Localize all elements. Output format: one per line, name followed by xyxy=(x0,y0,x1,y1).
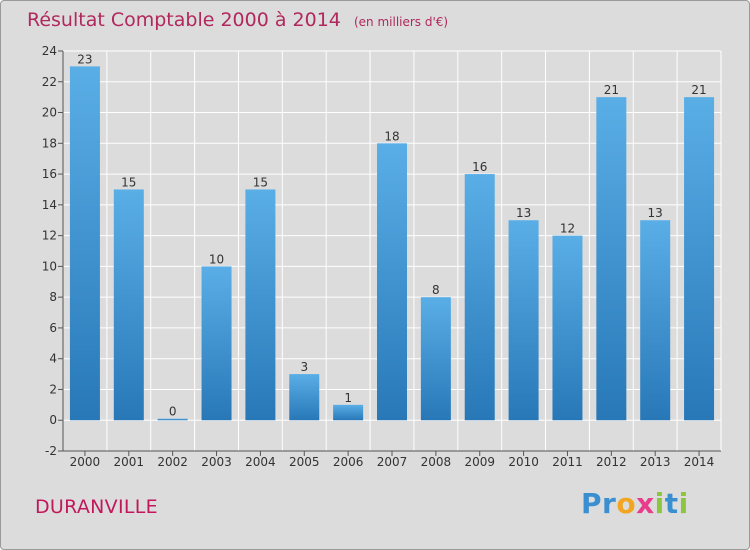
y-tick-label: 6 xyxy=(49,321,57,335)
bars xyxy=(69,66,715,421)
data-label-2011: 12 xyxy=(560,222,575,236)
bar-2002 xyxy=(157,418,188,421)
x-tick-label-2009: 2009 xyxy=(464,455,495,469)
chart-title: Résultat Comptable 2000 à 2014 xyxy=(27,9,341,31)
logo-letter: r xyxy=(602,487,617,520)
logo-letter: i xyxy=(678,487,689,520)
data-label-2003: 10 xyxy=(209,252,224,266)
data-label-2012: 21 xyxy=(604,83,619,97)
x-tick-label-2006: 2006 xyxy=(333,455,364,469)
x-tick-label-2007: 2007 xyxy=(377,455,408,469)
bar-2013 xyxy=(640,220,671,421)
data-label-2006: 1 xyxy=(344,391,352,405)
logo-letter: x xyxy=(636,487,655,520)
y-tick-label: -2 xyxy=(45,444,57,458)
chart-title-block: Résultat Comptable 2000 à 2014 (en milli… xyxy=(27,9,448,31)
y-tick-label: 22 xyxy=(42,75,57,89)
x-tick-label-2012: 2012 xyxy=(596,455,627,469)
bar-2010 xyxy=(508,220,539,421)
data-label-2002: 0 xyxy=(169,405,177,419)
bar-2005 xyxy=(289,374,320,421)
y-tick-label: 2 xyxy=(49,382,57,396)
bar-2006 xyxy=(333,404,364,421)
x-tick-label-2002: 2002 xyxy=(157,455,188,469)
data-label-2001: 15 xyxy=(121,175,136,189)
x-tick-label-2000: 2000 xyxy=(70,455,101,469)
logo-letter: t xyxy=(664,487,679,520)
y-tick-label: 24 xyxy=(42,44,57,58)
y-tick-label: 20 xyxy=(42,106,57,120)
y-tick-label: 14 xyxy=(42,198,57,212)
data-label-2013: 13 xyxy=(648,206,663,220)
chart-subtitle: (en milliers d'€) xyxy=(353,15,449,29)
data-label-2004: 15 xyxy=(253,175,268,189)
data-label-2010: 13 xyxy=(516,206,531,220)
x-tick-label-2014: 2014 xyxy=(684,455,715,469)
data-label-2014: 21 xyxy=(691,83,706,97)
x-tick-label-2004: 2004 xyxy=(245,455,276,469)
x-tick-label-2001: 2001 xyxy=(114,455,145,469)
proxiti-logo: Proxiti xyxy=(581,487,689,520)
bar-2000 xyxy=(69,66,100,421)
y-tick-label: 16 xyxy=(42,167,57,181)
commune-name: DURANVILLE xyxy=(35,496,158,518)
bar-2014 xyxy=(684,97,715,421)
y-tick-label: 8 xyxy=(49,290,57,304)
y-tick-label: 10 xyxy=(42,259,57,273)
y-tick-label: 4 xyxy=(49,352,57,366)
y-tick-label: 18 xyxy=(42,136,57,150)
bar-2008 xyxy=(420,297,451,421)
x-tick-label-2008: 2008 xyxy=(421,455,452,469)
x-tick-label-2005: 2005 xyxy=(289,455,320,469)
x-tick-label-2003: 2003 xyxy=(201,455,232,469)
y-tick-label: 12 xyxy=(42,229,57,243)
logo-letter: o xyxy=(616,487,637,520)
bar-2007 xyxy=(377,143,407,421)
bar-2011 xyxy=(552,235,583,421)
data-labels: 23 15 0 10 15 3 1 18 8 16 13 12 21 13 21 xyxy=(77,52,706,418)
data-label-2009: 16 xyxy=(472,160,487,174)
x-tick-label-2010: 2010 xyxy=(508,455,539,469)
bar-2001 xyxy=(113,189,144,421)
bar-2012 xyxy=(596,97,627,421)
x-tick-label-2013: 2013 xyxy=(640,455,671,469)
bar-2003 xyxy=(201,266,232,421)
bar-2009 xyxy=(464,174,495,421)
data-label-2008: 8 xyxy=(432,283,440,297)
logo-letter: P xyxy=(581,487,603,520)
data-label-2005: 3 xyxy=(300,360,308,374)
logo-letter: i xyxy=(654,487,665,520)
bar-2004 xyxy=(245,189,276,421)
data-label-2007: 18 xyxy=(384,129,399,143)
x-tick-label-2011: 2011 xyxy=(552,455,583,469)
data-label-2000: 23 xyxy=(77,52,92,66)
y-tick-label: 0 xyxy=(49,413,57,427)
